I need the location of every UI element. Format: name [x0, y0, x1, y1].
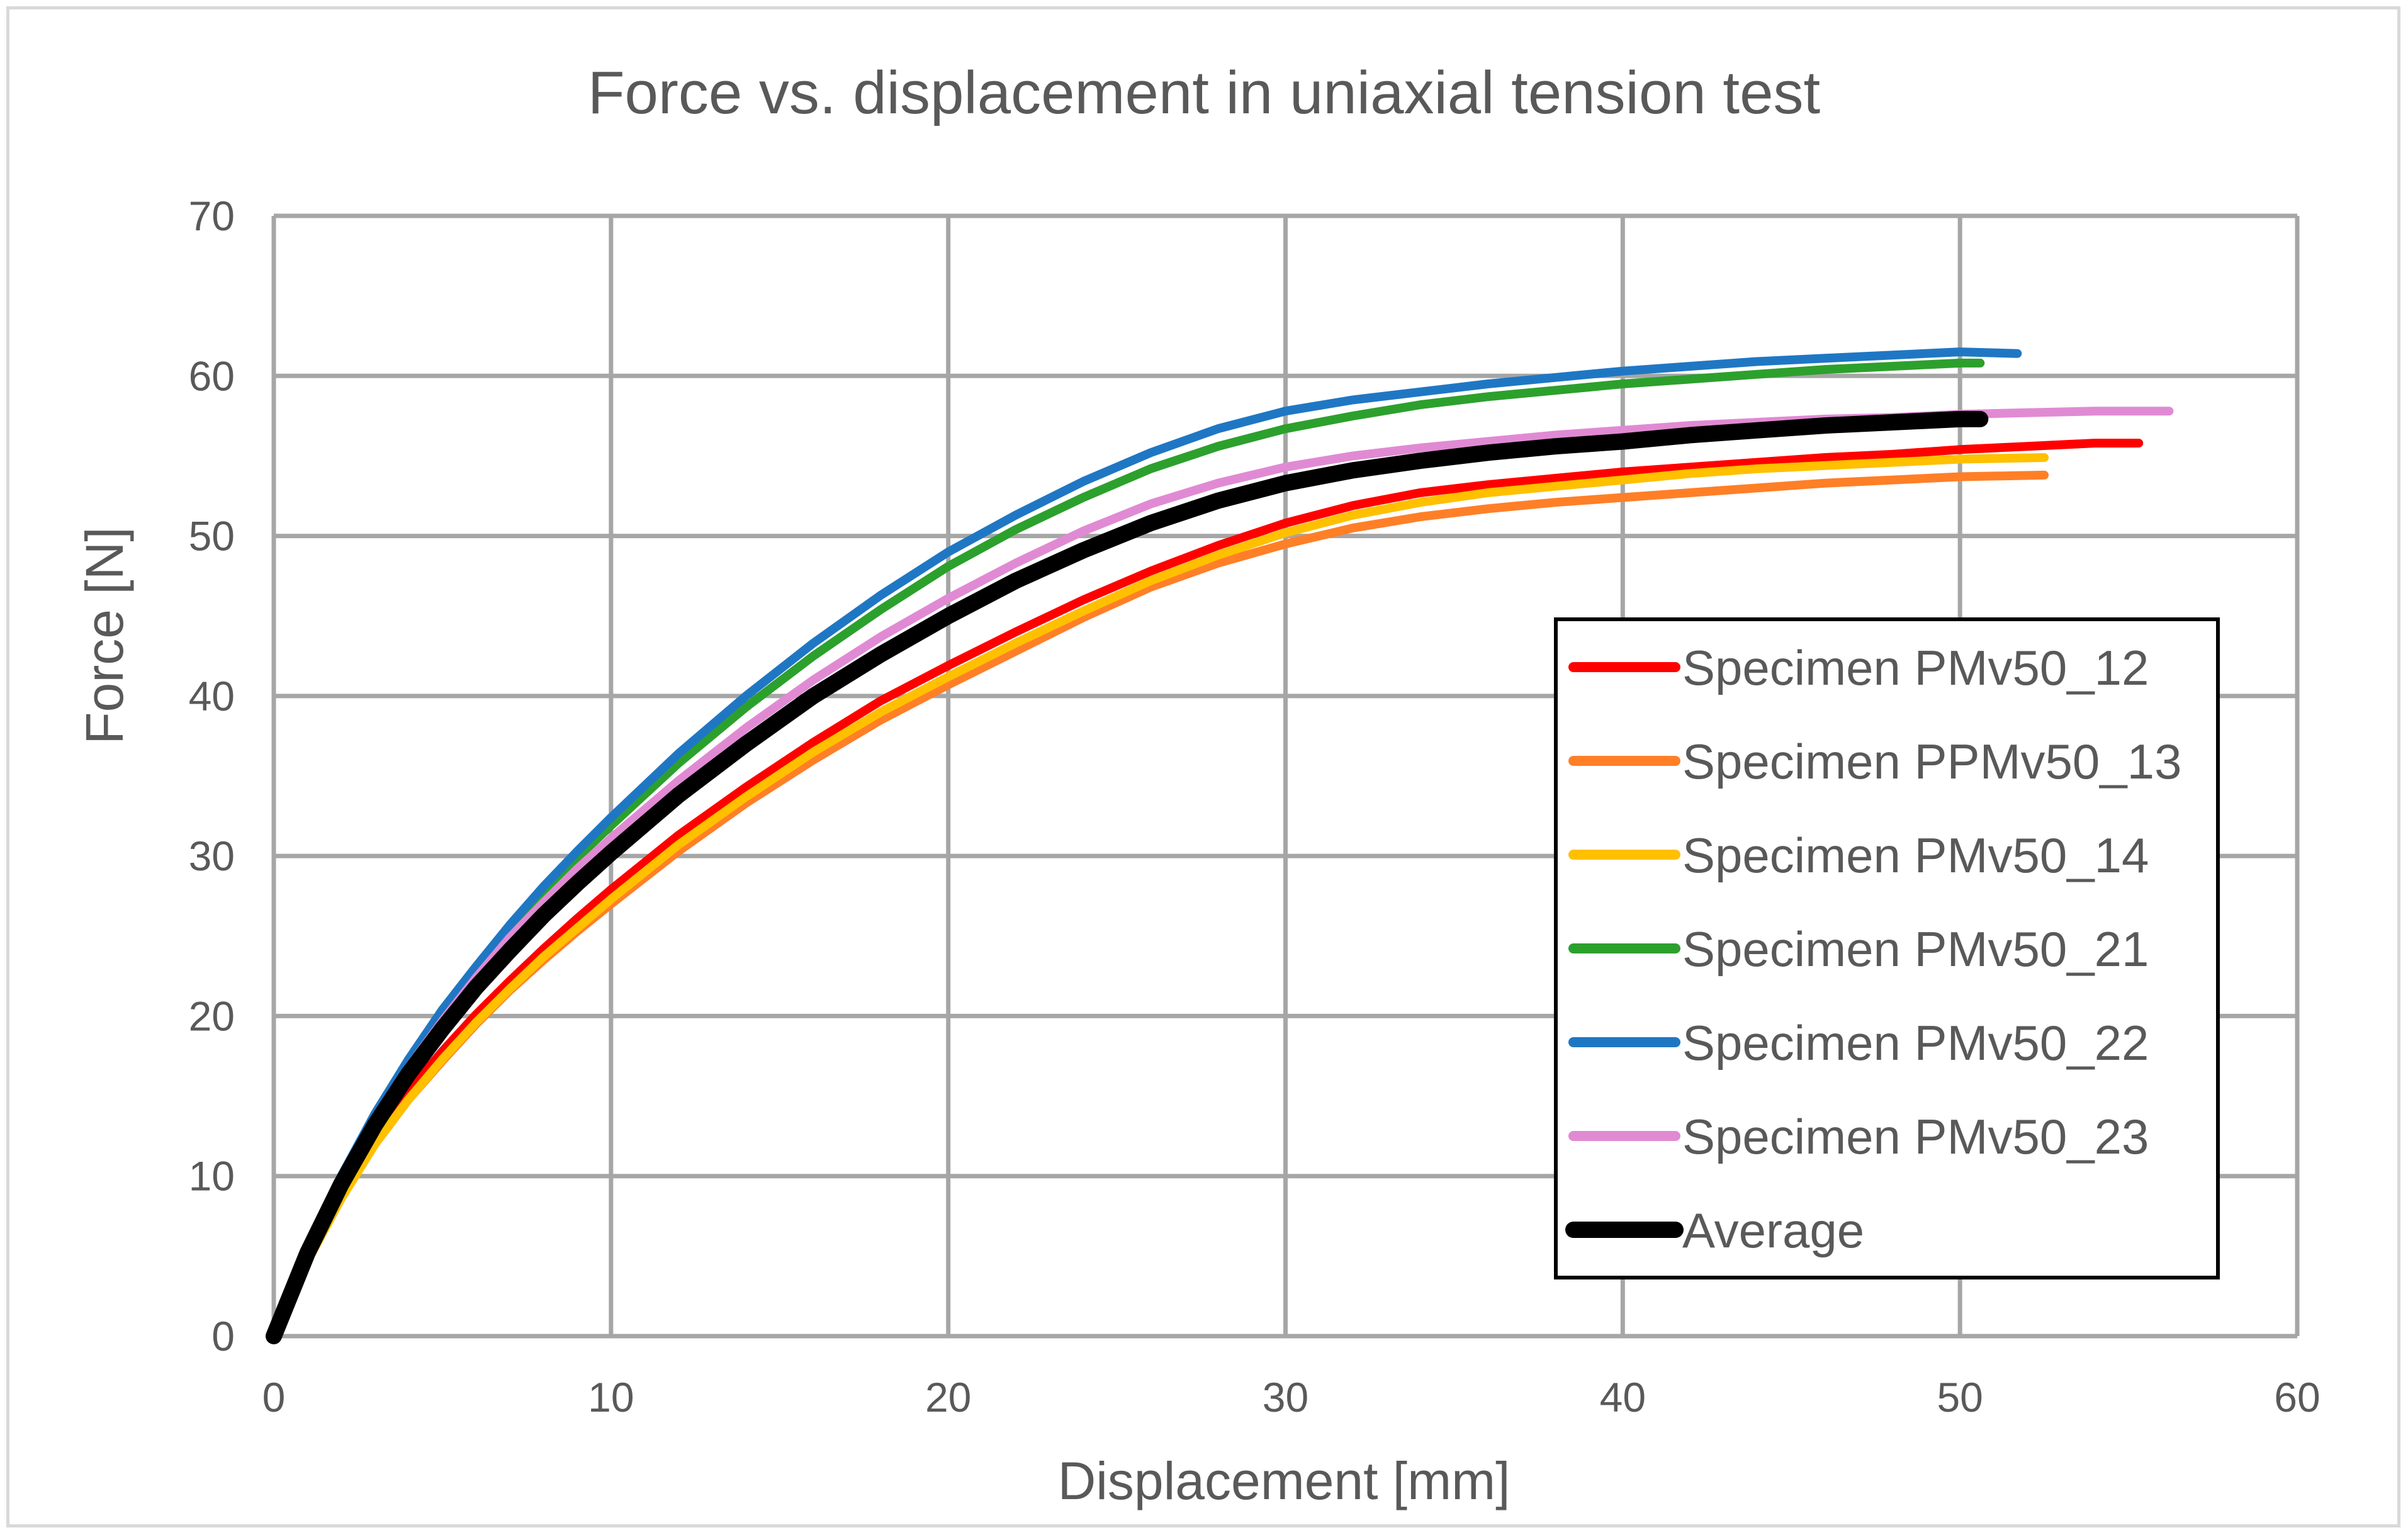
- x-tick-label: 50: [1937, 1374, 1983, 1420]
- y-axis-label: Force [N]: [75, 527, 134, 744]
- series-line-specimen-pmv50-12: [269, 439, 2144, 1341]
- x-tick-label: 30: [1263, 1374, 1308, 1420]
- legend-label-specimen-pmv50-23: Specimen PMv50_23: [1682, 1109, 2149, 1164]
- y-tick-label: 50: [189, 513, 235, 559]
- legend-label-specimen-pmv50-12: Specimen PMv50_12: [1682, 640, 2149, 695]
- y-tick-label: 60: [189, 352, 235, 399]
- x-tick-label: 20: [925, 1374, 971, 1420]
- legend-label-specimen-ppmv50-13: Specimen PPMv50_13: [1682, 734, 2181, 789]
- y-tick-label: 0: [211, 1313, 235, 1359]
- legend-label-specimen-pmv50-14: Specimen PMv50_14: [1682, 828, 2149, 883]
- series-line-average: [266, 410, 1989, 1344]
- series-line-specimen-pmv50-22: [269, 347, 2022, 1341]
- x-axis-label: Displacement [mm]: [1058, 1451, 1511, 1510]
- x-tick-label: 0: [262, 1374, 286, 1420]
- y-tick-label: 40: [189, 673, 235, 719]
- legend-label-specimen-pmv50-21: Specimen PMv50_21: [1682, 921, 2149, 977]
- x-tick-label: 40: [1600, 1374, 1646, 1420]
- x-tick-label: 60: [2274, 1374, 2320, 1420]
- x-tick-label: 10: [588, 1374, 634, 1420]
- tick-labels: 0 10 20 30 40 50 60 70 0 10 20 30 40 50 60: [189, 193, 2321, 1420]
- series-line-specimen-pmv50-14: [269, 453, 2049, 1341]
- y-tick-label: 10: [189, 1153, 235, 1200]
- y-tick-label: 70: [189, 193, 235, 239]
- legend-label-average: Average: [1682, 1203, 1864, 1258]
- chart-title: Force vs. displacement in uniaxial tensi…: [588, 59, 1820, 127]
- y-tick-label: 30: [189, 833, 235, 879]
- series-lines: [266, 347, 2174, 1344]
- legend: Specimen PMv50_12 Specimen PPMv50_13 Speci…: [1554, 617, 2220, 1279]
- gridlines: [271, 213, 2300, 1339]
- legend-label-specimen-pmv50-22: Specimen PMv50_22: [1682, 1015, 2149, 1071]
- y-tick-label: 20: [189, 992, 235, 1039]
